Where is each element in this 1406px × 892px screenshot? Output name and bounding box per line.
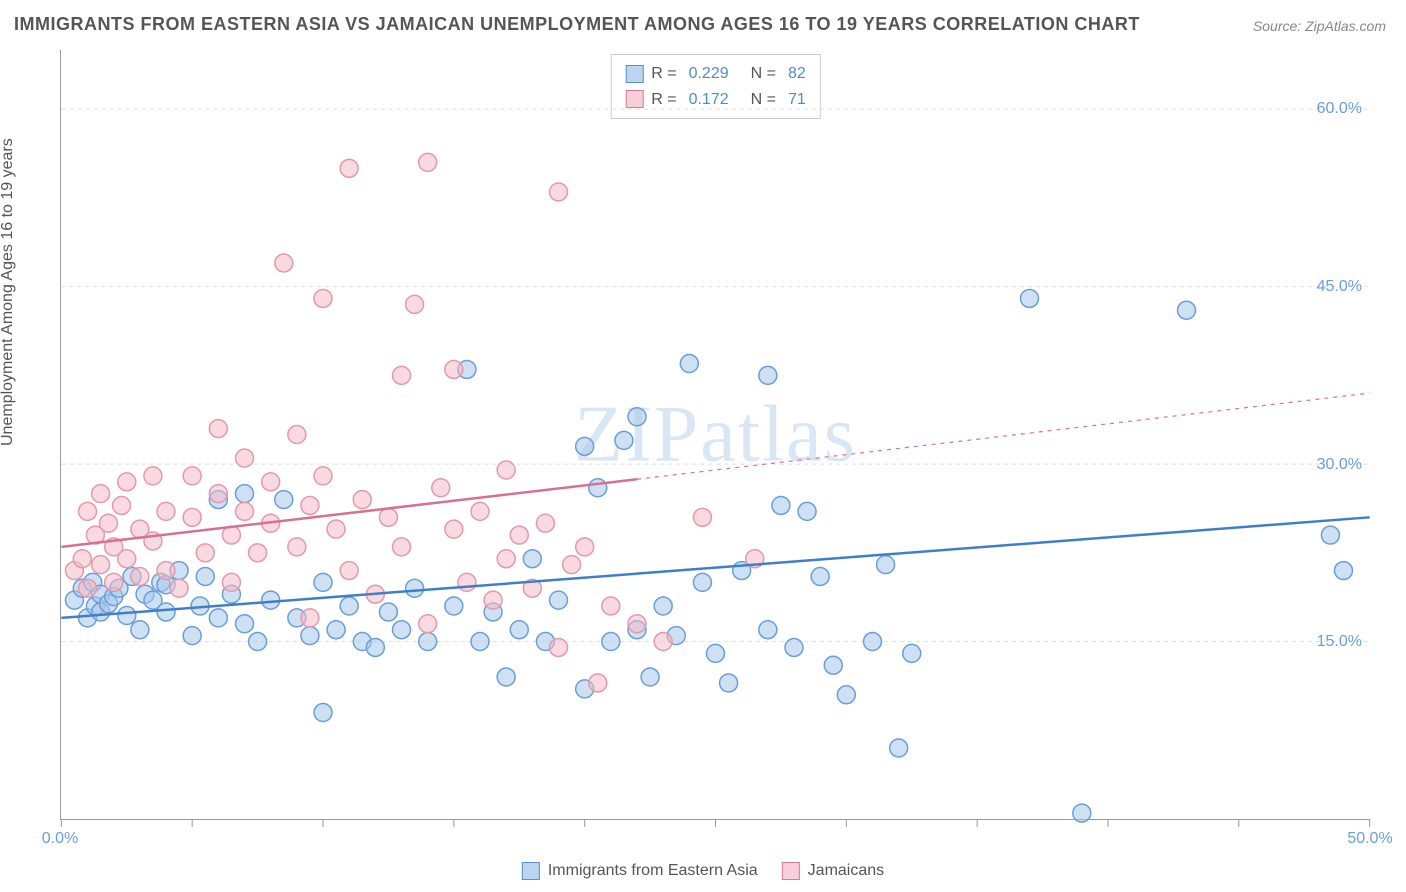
y-axis-label: Unemployment Among Ages 16 to 19 years xyxy=(0,138,17,446)
chart-svg xyxy=(61,50,1370,819)
legend-swatch-pink xyxy=(782,862,800,880)
plot-area: ZIPatlas R = 0.229 N = 82 R = 0.172 N = … xyxy=(60,50,1370,820)
chart-title: IMMIGRANTS FROM EASTERN ASIA VS JAMAICAN… xyxy=(14,14,1140,35)
legend-item-label-1: Jamaicans xyxy=(808,862,884,880)
x-tick-label: 50.0% xyxy=(1347,830,1392,848)
legend-item-0: Immigrants from Eastern Asia xyxy=(522,862,758,880)
x-axis-labels: 0.0%50.0% xyxy=(60,830,1370,860)
series-legend: Immigrants from Eastern Asia Jamaicans xyxy=(522,862,884,880)
y-tick-label: 30.0% xyxy=(1317,456,1362,474)
legend-item-1: Jamaicans xyxy=(782,862,884,880)
legend-swatch-blue xyxy=(522,862,540,880)
x-tick-label: 0.0% xyxy=(42,830,78,848)
y-tick-label: 45.0% xyxy=(1317,278,1362,296)
y-tick-label: 60.0% xyxy=(1317,100,1362,118)
source-attribution: Source: ZipAtlas.com xyxy=(1253,18,1386,34)
legend-item-label-0: Immigrants from Eastern Asia xyxy=(548,862,758,880)
y-tick-label: 15.0% xyxy=(1317,633,1362,651)
